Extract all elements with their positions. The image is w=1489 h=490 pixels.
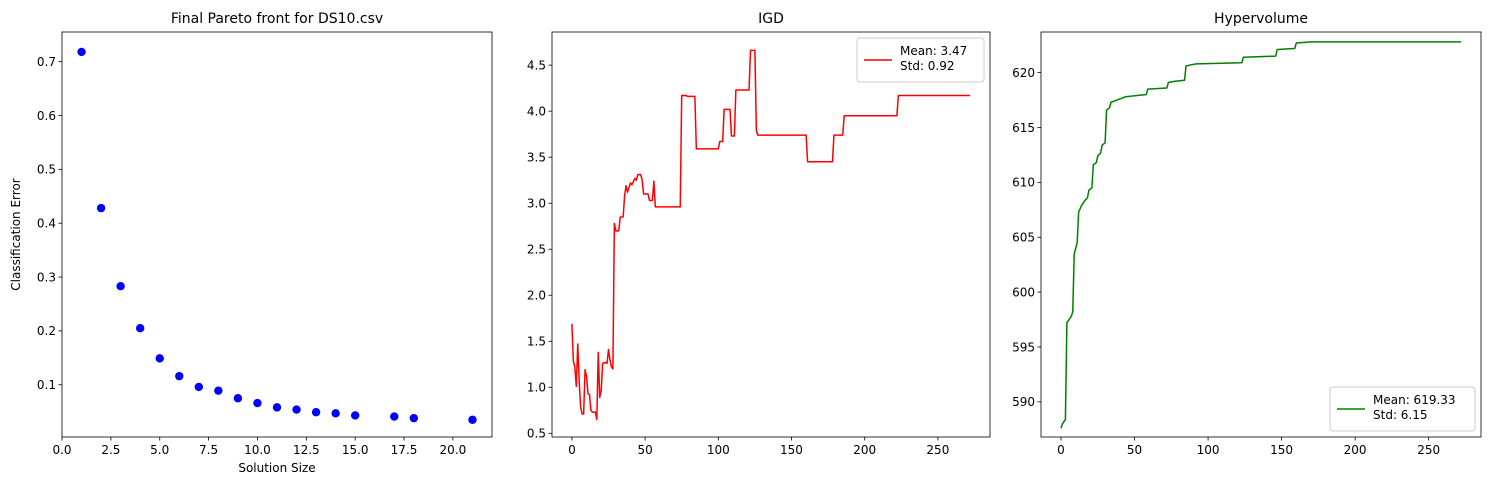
data-point: [331, 409, 340, 418]
y-tick-label: 600: [1012, 285, 1035, 299]
x-tick-label: 15.0: [342, 443, 369, 457]
data-point: [214, 386, 223, 395]
data-point: [292, 405, 301, 414]
x-tick-label: 200: [853, 443, 876, 457]
y-tick-label: 4.5: [527, 58, 546, 72]
legend-box: [856, 37, 985, 83]
series-line: [1060, 41, 1461, 429]
x-tick-label: 100: [1197, 443, 1220, 457]
chart-title: Hypervolume: [1214, 11, 1308, 27]
data-point: [77, 47, 86, 57]
legend-text: Mean: 3.47: [900, 44, 967, 58]
axes-frame: [551, 31, 991, 438]
y-tick-label: 615: [1012, 121, 1035, 135]
data-point: [272, 403, 282, 412]
data-point: [311, 408, 321, 417]
y-tick-label: 3.5: [527, 150, 546, 164]
y-tick-label: 590: [1012, 395, 1035, 409]
data-point: [155, 354, 164, 363]
y-tick-label: 0.2: [37, 324, 56, 338]
y-tick-label: 4.0: [527, 104, 546, 118]
y-tick-label: 0.5: [527, 427, 546, 441]
x-tick-label: 12.5: [293, 443, 320, 457]
y-tick-label: 0.4: [37, 216, 56, 230]
x-tick-label: 20.0: [440, 443, 467, 457]
y-tick-label: 605: [1012, 231, 1035, 245]
x-tick-label: 17.5: [391, 443, 418, 457]
data-point: [350, 411, 360, 420]
chart-title: Final Pareto front for DS10.csv: [171, 11, 383, 27]
series-line: [571, 49, 971, 421]
y-tick-label: 620: [1012, 66, 1035, 80]
x-tick-label: 2.5: [101, 443, 120, 457]
chart-panel-3: Hypervolume 0 50 100 150 200 250 590 595 600 605 61…: [1012, 11, 1482, 457]
x-tick-label: 7.5: [199, 443, 218, 457]
axes-frame: [61, 31, 493, 438]
legend-box: [1329, 386, 1476, 432]
data-point: [175, 371, 184, 381]
y-tick-label: 0.3: [37, 270, 56, 284]
x-tick-label: 150: [1270, 443, 1293, 457]
x-tick-label: 50: [1127, 443, 1142, 457]
data-point: [116, 282, 125, 291]
data-point: [409, 413, 419, 423]
chart-panel-1: Final Pareto front for DS10.csv 0.0 2.5 5.0…: [9, 11, 493, 475]
data-point: [96, 203, 106, 213]
y-tick-label: 0.5: [37, 163, 56, 177]
data-point: [253, 398, 262, 408]
x-tick-label: 250: [926, 443, 949, 457]
data-point: [233, 394, 243, 403]
x-tick-label: 250: [1417, 443, 1440, 457]
legend-text: Std: 0.92: [900, 59, 955, 73]
x-tick-label: 200: [1344, 443, 1367, 457]
y-tick-label: 2.0: [527, 289, 546, 303]
y-tick-label: 3.0: [527, 197, 546, 211]
x-axis-label: Solution Size: [238, 461, 315, 475]
y-tick-label: 595: [1012, 340, 1035, 354]
y-tick-label: 0.6: [37, 109, 56, 123]
x-tick-label: 150: [780, 443, 803, 457]
x-tick-label: 0.0: [52, 443, 71, 457]
y-tick-label: 2.5: [527, 243, 546, 257]
data-point: [390, 412, 399, 421]
x-tick-label: 0: [1057, 443, 1065, 457]
x-tick-label: 0: [568, 443, 576, 457]
data-point: [135, 324, 145, 333]
data-point: [194, 382, 204, 392]
axes-frame: [1040, 31, 1482, 438]
x-tick-label: 10.0: [244, 443, 271, 457]
chart-title: IGD: [758, 11, 784, 27]
data-point: [468, 415, 477, 424]
y-tick-label: 0.7: [37, 55, 56, 69]
legend-text: Std: 6.15: [1373, 408, 1428, 422]
y-axis-label: Classification Error: [9, 178, 23, 291]
y-tick-label: 0.1: [37, 378, 56, 392]
x-tick-label: 50: [637, 443, 652, 457]
chart-panel-2: IGD 0 50 100 150 200 250 0.5 1.0 1.5 2.0 2.5 3.0 3.5 4…: [527, 11, 991, 457]
x-tick-label: 5.0: [150, 443, 169, 457]
legend-text: Mean: 619.33: [1373, 393, 1456, 407]
x-tick-label: 100: [707, 443, 730, 457]
y-tick-label: 610: [1012, 176, 1035, 190]
y-tick-label: 1.0: [527, 381, 546, 395]
y-tick-label: 1.5: [527, 335, 546, 349]
